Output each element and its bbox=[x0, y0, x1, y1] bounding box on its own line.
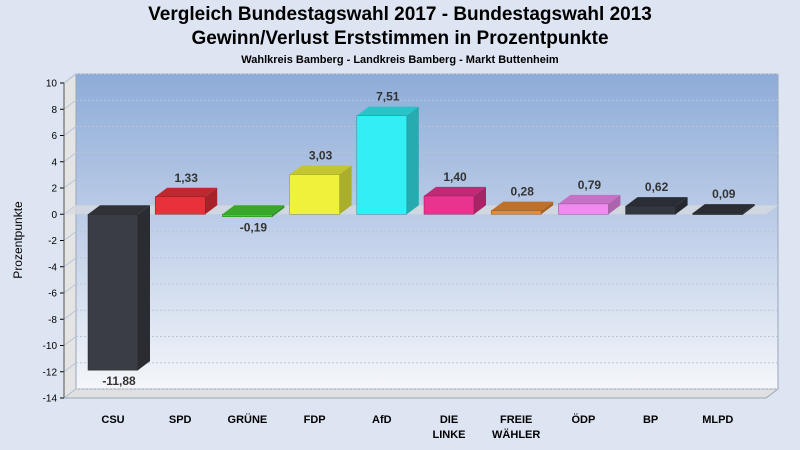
value-label: 0,79 bbox=[578, 178, 602, 192]
y-tick-label: -8 bbox=[48, 315, 57, 326]
category-label: GRÜNE bbox=[228, 413, 268, 426]
bar-top bbox=[625, 197, 688, 207]
bar-side bbox=[742, 204, 755, 215]
category-label: DIE bbox=[440, 414, 458, 426]
category-label: MLPD bbox=[702, 414, 733, 426]
gridline-side bbox=[63, 73, 77, 84]
category-label: BP bbox=[643, 414, 658, 426]
gridline-side bbox=[63, 178, 77, 189]
gridline-side bbox=[63, 126, 77, 136]
y-tick-label: 2 bbox=[51, 184, 57, 195]
y-tick-label: -4 bbox=[48, 262, 57, 273]
gridline-side bbox=[63, 336, 77, 346]
bar-top bbox=[692, 204, 755, 214]
bar-top bbox=[558, 194, 621, 204]
value-label: 1,40 bbox=[443, 170, 467, 184]
y-tick-label: -2 bbox=[48, 236, 57, 247]
gridline-side bbox=[63, 152, 77, 163]
bar-side bbox=[406, 106, 419, 215]
bar bbox=[289, 174, 340, 215]
bar-side bbox=[474, 186, 486, 215]
bar-side bbox=[608, 194, 621, 215]
chart-subtitle-region: Wahlkreis Bamberg - Landkreis Bamberg - … bbox=[241, 54, 559, 66]
value-label: 0,28 bbox=[511, 185, 535, 199]
chart-subtitle: Gewinn/Verlust Erststimmen in Prozentpun… bbox=[191, 28, 609, 49]
gridline-side bbox=[63, 388, 77, 399]
bar-top bbox=[289, 165, 352, 175]
value-label: 0,09 bbox=[712, 187, 736, 201]
bar bbox=[154, 196, 206, 215]
plot-floor bbox=[62, 388, 780, 399]
y-tick-label: -12 bbox=[43, 367, 58, 378]
bar-side bbox=[205, 187, 218, 215]
bar bbox=[625, 205, 676, 215]
y-tick-label: 8 bbox=[51, 105, 57, 116]
bar-top bbox=[155, 187, 218, 197]
category-label: ÖDP bbox=[571, 413, 595, 426]
gridline-side bbox=[63, 257, 77, 268]
value-label: 7,51 bbox=[376, 90, 400, 104]
y-axis-label: Prozentpunkte bbox=[11, 201, 25, 279]
bar bbox=[490, 210, 542, 215]
bar-side bbox=[675, 197, 688, 215]
value-label: -11,88 bbox=[102, 374, 136, 388]
category-label: FREIE bbox=[500, 414, 532, 426]
bar-top bbox=[356, 106, 419, 116]
y-tick-label: 0 bbox=[51, 210, 57, 221]
y-tick-label: 6 bbox=[51, 131, 57, 142]
bar bbox=[356, 115, 408, 215]
category-label: AfD bbox=[372, 414, 392, 426]
category-label: CSU bbox=[101, 414, 124, 426]
category-label: SPD bbox=[169, 414, 192, 426]
y-tick-label: -10 bbox=[43, 341, 58, 352]
category-label-line2: LINKE bbox=[433, 429, 466, 441]
gridline-side bbox=[63, 362, 77, 373]
bar-top bbox=[222, 205, 285, 215]
bar bbox=[222, 214, 273, 217]
y-tick-label: 4 bbox=[51, 157, 57, 168]
bar-top bbox=[88, 205, 150, 215]
gridline-side bbox=[63, 309, 77, 320]
bar-top bbox=[424, 186, 486, 196]
category-label: FDP bbox=[304, 414, 326, 426]
bar bbox=[558, 203, 609, 215]
bar bbox=[692, 212, 744, 215]
gridline-side bbox=[63, 283, 77, 294]
y-tick-label: -6 bbox=[48, 289, 57, 300]
bar-side bbox=[272, 205, 285, 217]
bar-side bbox=[138, 205, 150, 371]
bar bbox=[423, 195, 475, 215]
value-label: 1,33 bbox=[175, 171, 199, 185]
y-tick-label: 10 bbox=[46, 79, 58, 90]
value-label: 0,62 bbox=[645, 180, 669, 194]
bar-side bbox=[541, 201, 554, 215]
bar-side bbox=[339, 165, 352, 215]
y-tick-label: -14 bbox=[43, 394, 58, 405]
bar-top bbox=[491, 201, 554, 211]
category-label-line2: WÄHLER bbox=[492, 428, 540, 441]
gridline-side bbox=[63, 231, 77, 241]
value-label: 3,03 bbox=[309, 148, 333, 162]
chart-title: Vergleich Bundestagswahl 2017 - Bundesta… bbox=[148, 4, 652, 25]
gridline-side bbox=[63, 99, 77, 110]
value-label: -0,19 bbox=[240, 221, 268, 235]
bar bbox=[87, 214, 139, 371]
